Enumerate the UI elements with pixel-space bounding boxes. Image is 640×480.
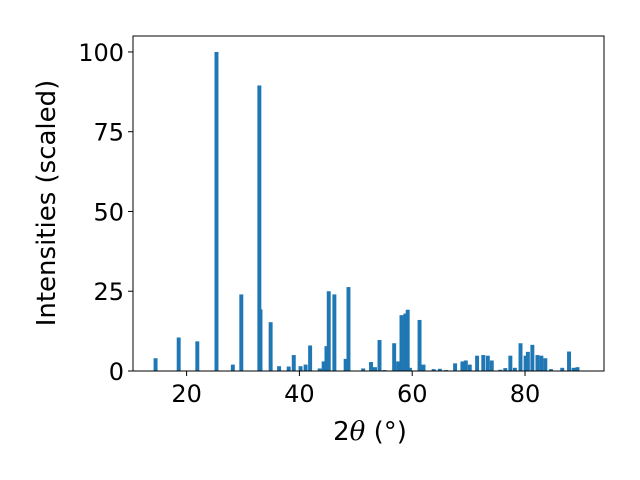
bar	[525, 351, 530, 371]
bar	[369, 362, 374, 371]
y-axis-label: Intensities (scaled)	[32, 80, 62, 327]
bar	[308, 345, 313, 371]
bar	[257, 85, 262, 371]
bar	[373, 367, 377, 371]
x-axis-ticks: 20 40 60 80	[171, 371, 540, 408]
bar	[268, 322, 273, 371]
bar	[481, 355, 486, 371]
bar	[560, 367, 565, 371]
y-tick-label: 75	[93, 119, 124, 147]
bar	[377, 340, 382, 371]
bar	[498, 369, 503, 371]
bar	[286, 366, 291, 371]
bar	[321, 361, 326, 371]
bar	[343, 358, 348, 371]
bar	[346, 287, 351, 371]
bar	[399, 315, 404, 371]
bar	[535, 355, 540, 371]
bar	[503, 368, 508, 371]
bar	[431, 369, 436, 371]
bar	[543, 358, 548, 371]
bar	[361, 368, 366, 371]
y-tick-label: 25	[93, 278, 124, 306]
bar	[405, 309, 410, 371]
bar	[407, 367, 412, 371]
bar	[324, 346, 329, 371]
bar	[230, 364, 235, 371]
x-axis-label-theta: θ	[350, 417, 366, 447]
bar	[523, 355, 528, 371]
bar	[518, 343, 523, 371]
bar	[403, 313, 408, 371]
bar	[549, 369, 553, 371]
x-tick-label: 60	[397, 380, 428, 408]
bar	[489, 360, 494, 371]
bar	[463, 360, 468, 371]
bar	[153, 358, 158, 371]
bar	[530, 344, 535, 371]
bar	[485, 355, 490, 371]
bar	[239, 294, 244, 371]
x-axis-label-prefix: 2	[333, 417, 350, 447]
bar	[508, 355, 513, 371]
bar	[303, 364, 308, 371]
bar	[453, 363, 458, 371]
bar	[214, 51, 219, 371]
bar	[277, 366, 282, 371]
x-axis-label-unit: (°)	[365, 417, 407, 447]
bar	[539, 355, 544, 371]
bar	[298, 366, 303, 371]
bar	[176, 337, 181, 371]
y-tick-label: 0	[109, 358, 124, 386]
x-axis-label: 2θ (°)	[333, 417, 407, 447]
y-axis-ticks: 0 25 50 75 100	[78, 39, 133, 386]
bar	[332, 294, 337, 371]
bar	[195, 341, 200, 371]
y-tick-label: 100	[78, 39, 124, 67]
bar	[417, 319, 422, 371]
x-tick-label: 20	[171, 380, 202, 408]
bar	[567, 351, 571, 371]
bar	[317, 368, 322, 371]
bar	[460, 361, 465, 371]
bar	[475, 355, 480, 371]
bar	[258, 309, 263, 371]
plot-frame	[132, 35, 605, 372]
bar	[392, 343, 397, 371]
bar	[291, 355, 296, 371]
bar	[571, 367, 576, 371]
bar	[512, 367, 517, 371]
x-tick-label: 40	[284, 380, 315, 408]
bar	[421, 364, 426, 371]
bar	[575, 367, 580, 371]
y-tick-label: 50	[93, 198, 124, 226]
bar	[437, 368, 442, 371]
bar	[396, 361, 401, 371]
bar	[467, 364, 472, 371]
bar-series	[153, 51, 580, 371]
bar	[326, 291, 331, 371]
x-tick-label: 80	[510, 380, 541, 408]
